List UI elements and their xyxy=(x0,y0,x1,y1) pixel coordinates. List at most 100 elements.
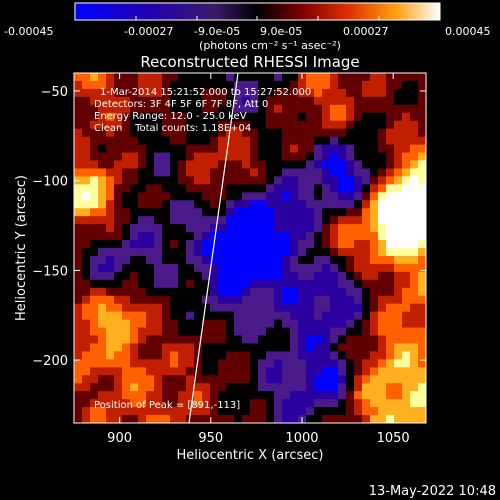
heatmap-cell xyxy=(402,359,411,368)
heatmap-cell xyxy=(90,271,99,281)
heatmap-cell xyxy=(194,224,203,233)
heatmap-cell xyxy=(202,136,211,146)
heatmap-cell xyxy=(82,216,91,225)
heatmap-cell xyxy=(338,375,347,384)
heatmap-cell xyxy=(250,263,259,273)
heatmap-cell xyxy=(98,208,107,217)
heatmap-cell xyxy=(242,343,251,352)
heatmap-cell xyxy=(418,88,426,98)
heatmap-cell xyxy=(242,248,251,257)
heatmap-cell xyxy=(162,279,171,289)
heatmap-cell xyxy=(178,232,187,241)
heatmap-cell xyxy=(122,383,131,392)
heatmap-cell xyxy=(122,255,131,265)
heatmap-cell xyxy=(106,152,115,162)
heatmap-cell xyxy=(186,192,195,201)
heatmap-cell xyxy=(82,96,91,106)
heatmap-cell xyxy=(242,359,251,368)
heatmap-cell xyxy=(346,176,355,185)
heatmap-cell xyxy=(290,311,299,321)
heatmap-cell xyxy=(290,248,299,257)
heatmap-cell xyxy=(146,208,155,217)
heatmap-cell xyxy=(106,399,115,408)
heatmap-cell xyxy=(354,327,363,337)
heatmap-cell xyxy=(330,80,339,90)
heatmap-cell xyxy=(194,279,203,289)
heatmap-cell xyxy=(106,295,115,305)
heatmap-cell xyxy=(146,279,155,289)
heatmap-cell xyxy=(74,112,83,122)
heatmap-cell xyxy=(354,351,363,360)
heatmap-cell xyxy=(234,192,243,201)
heatmap-cell xyxy=(266,303,275,313)
heatmap-cell xyxy=(114,263,123,273)
heatmap-cell xyxy=(354,104,363,114)
heatmap-cell xyxy=(98,144,107,154)
heatmap-cell xyxy=(378,240,387,249)
heatmap-cell xyxy=(234,311,243,321)
heatmap-cell xyxy=(298,271,307,281)
heatmap-cell xyxy=(170,128,179,138)
heatmap-cell xyxy=(338,160,347,170)
heatmap-cell xyxy=(370,224,379,233)
heatmap-cell xyxy=(306,200,315,209)
heatmap-cell xyxy=(218,375,227,384)
heatmap-cell xyxy=(346,200,355,209)
annotation-detectors: Detectors: 3F 4F 5F 6F 7F 8F, Att 0 xyxy=(94,99,268,110)
heatmap-cell xyxy=(242,279,251,289)
heatmap-cell xyxy=(210,327,219,337)
heatmap-cell xyxy=(170,232,179,241)
heatmap-cell xyxy=(418,200,426,209)
heatmap-cell xyxy=(354,375,363,384)
heatmap-cell xyxy=(82,327,91,337)
heatmap-cell xyxy=(226,184,235,193)
heatmap-cell xyxy=(74,73,83,82)
heatmap-cell xyxy=(386,248,395,257)
y-tick-label: −200 xyxy=(32,354,68,369)
heatmap-cell xyxy=(154,96,163,106)
heatmap-cell xyxy=(226,200,235,209)
heatmap-cell xyxy=(402,311,411,321)
heatmap-cell xyxy=(250,391,259,400)
heatmap-cell xyxy=(290,255,299,265)
heatmap-cell xyxy=(314,319,323,329)
heatmap-cell xyxy=(170,319,179,329)
heatmap-cell xyxy=(290,343,299,352)
heatmap-cell xyxy=(370,208,379,217)
heatmap-cell xyxy=(90,343,99,352)
heatmap-cell xyxy=(298,367,307,376)
heatmap-cell xyxy=(90,216,99,225)
heatmap-cell xyxy=(258,303,267,313)
heatmap-cell xyxy=(186,160,195,170)
heatmap-cell xyxy=(210,144,219,154)
heatmap-cell xyxy=(162,319,171,329)
heatmap-cell xyxy=(298,359,307,368)
heatmap-cell xyxy=(114,303,123,313)
heatmap-cell xyxy=(274,351,283,360)
heatmap-cell xyxy=(162,152,171,162)
heatmap-cell xyxy=(218,200,227,209)
heatmap-cell xyxy=(250,271,259,281)
heatmap-cell xyxy=(330,343,339,352)
heatmap-cell xyxy=(330,128,339,138)
heatmap-cell xyxy=(82,192,91,201)
heatmap-cell xyxy=(282,367,291,376)
heatmap-cell xyxy=(106,240,115,249)
heatmap-cell xyxy=(298,375,307,384)
heatmap-cell xyxy=(410,295,419,305)
heatmap-cell xyxy=(322,279,331,289)
heatmap-cell xyxy=(170,255,179,265)
heatmap-cell xyxy=(218,295,227,305)
heatmap-cell xyxy=(418,327,426,337)
heatmap-cell xyxy=(346,295,355,305)
heatmap-cell xyxy=(170,184,179,193)
heatmap-cell xyxy=(146,303,155,313)
heatmap-cell xyxy=(346,248,355,257)
heatmap-cell xyxy=(242,255,251,265)
heatmap-cell xyxy=(338,255,347,265)
heatmap-cell xyxy=(114,73,123,82)
heatmap-cell xyxy=(106,168,115,177)
heatmap-cell xyxy=(98,319,107,329)
heatmap-cell xyxy=(98,216,107,225)
